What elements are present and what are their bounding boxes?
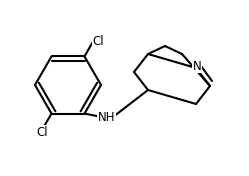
Text: N: N [193, 59, 201, 73]
Text: Cl: Cl [93, 35, 104, 48]
Text: NH: NH [98, 111, 115, 124]
Text: Cl: Cl [37, 126, 48, 139]
